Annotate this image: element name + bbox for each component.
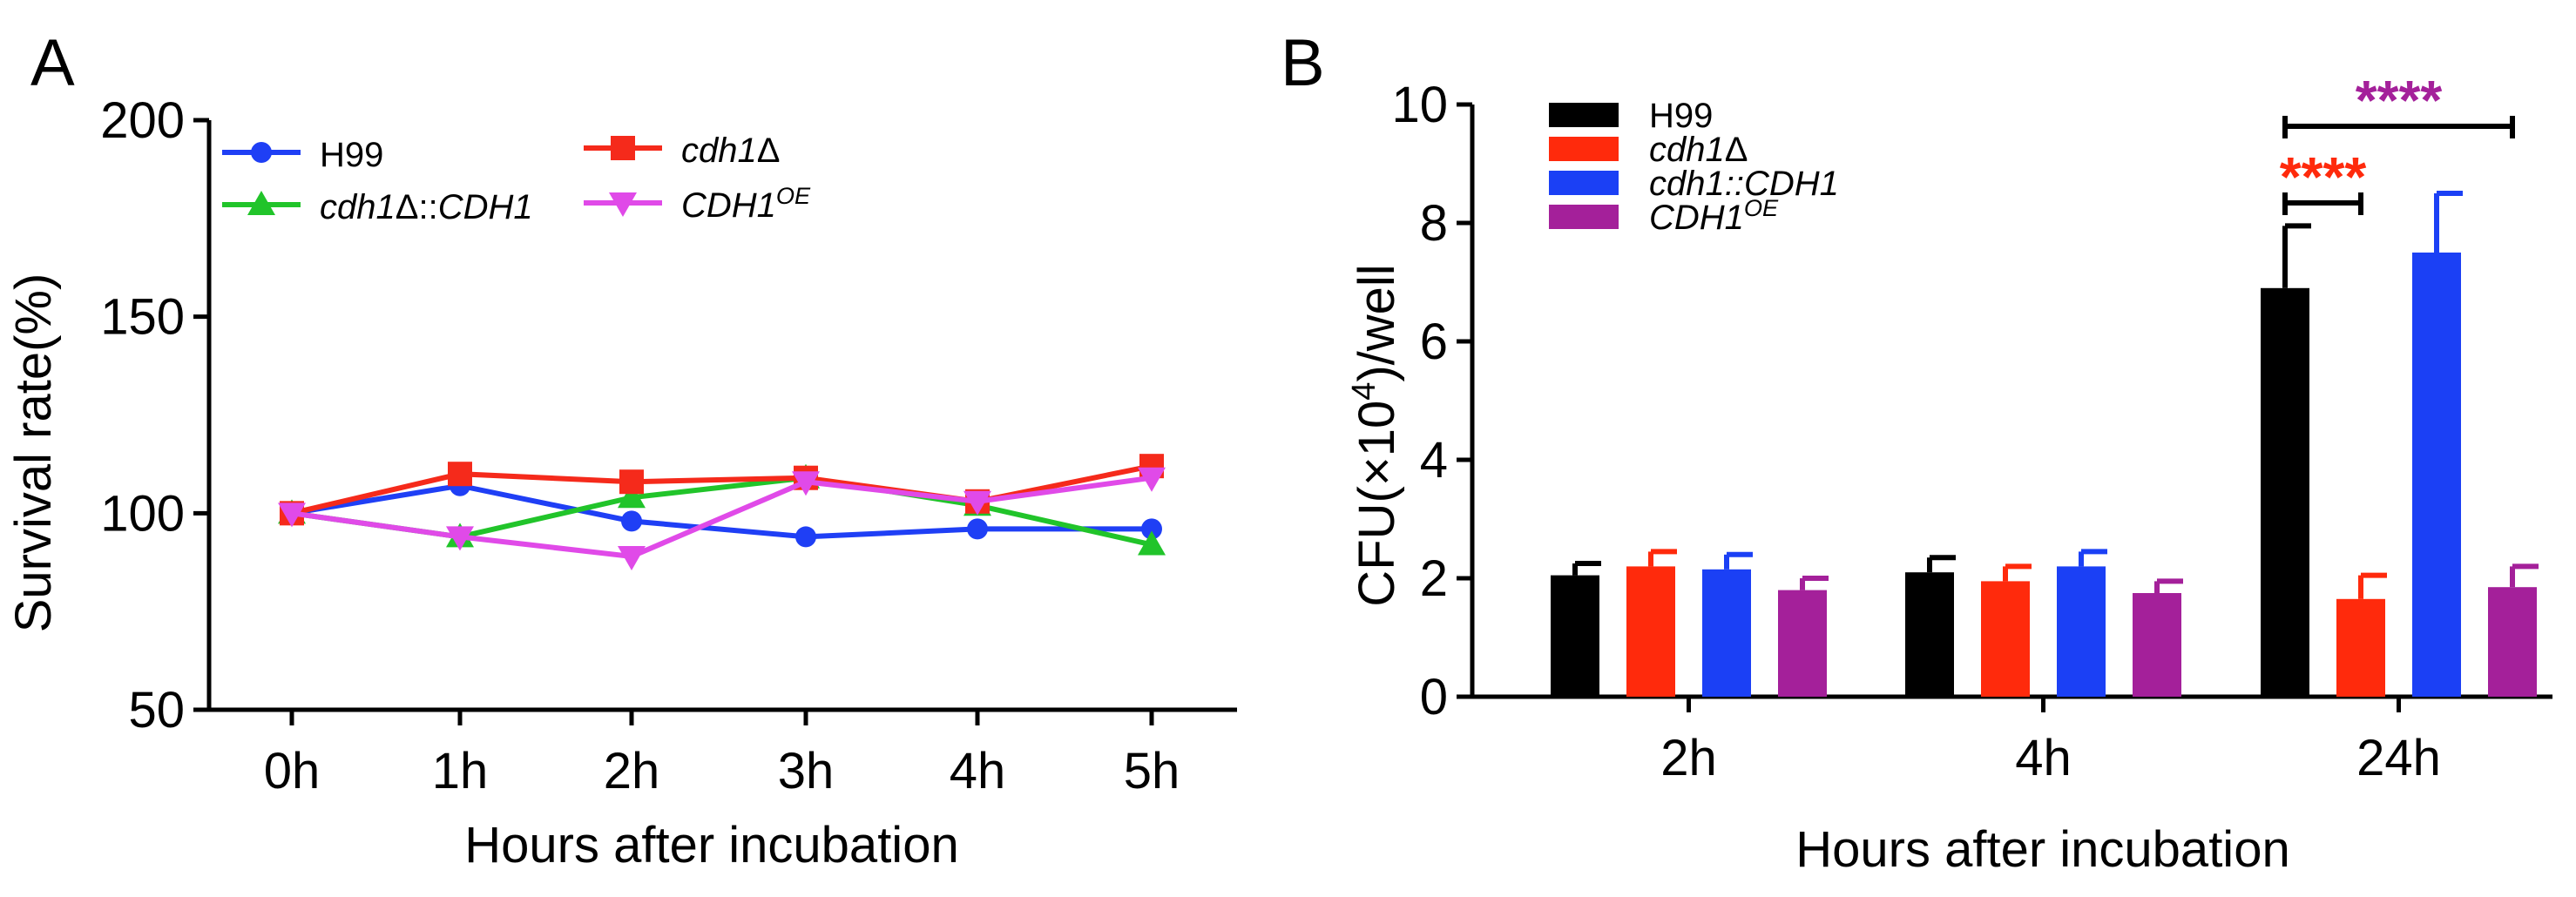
data-point — [446, 526, 474, 551]
legend-label: cdh1Δ — [681, 132, 780, 170]
significance-stars: **** — [2280, 145, 2367, 208]
panel-b-annotations: **** **** — [2280, 69, 2515, 215]
x-tick-label: 4h — [950, 743, 1006, 799]
panel-a-label: A — [30, 26, 75, 100]
data-point — [618, 545, 646, 570]
bar — [2412, 253, 2461, 697]
data-point — [792, 471, 820, 496]
panel-b-bars — [1551, 191, 2539, 697]
legend-label-part: cdh1 — [320, 188, 396, 226]
panel-b-xlabel: Hours after incubation — [1795, 821, 2289, 878]
data-point — [621, 510, 642, 532]
bar — [2133, 593, 2181, 697]
legend-label-part: H99 — [1649, 97, 1713, 135]
series-line — [291, 482, 1152, 540]
y-tick-label: 200 — [100, 92, 185, 149]
series-line — [291, 475, 1153, 560]
legend-label-part: cdh1 — [1649, 131, 1725, 169]
series-line — [291, 475, 1153, 548]
data-point — [278, 502, 306, 528]
data-point — [795, 526, 816, 548]
panel-a-ylabel: Survival rate(%) — [5, 273, 62, 633]
legend-label: CDH1OE — [1649, 194, 1779, 237]
y-tick-label: 50 — [128, 682, 185, 739]
bar — [1981, 581, 2030, 697]
bar — [1778, 590, 1827, 697]
legend-swatch-marker — [611, 136, 635, 160]
bar — [2057, 566, 2106, 697]
legend-label-part: OE — [1744, 194, 1779, 221]
legend-label: cdh1::CDH1 — [1649, 165, 1839, 203]
legend-label-part: CDH1 — [1649, 199, 1744, 237]
data-point — [619, 469, 644, 495]
panel-b-ylabel-sup: 4 — [1346, 382, 1383, 401]
panel-b-ylabel-tail: )/well — [1349, 264, 1405, 381]
legend-label: H99 — [320, 136, 383, 174]
panel-b-label: B — [1281, 26, 1325, 100]
data-point — [448, 462, 472, 487]
significance-stars: **** — [2356, 69, 2443, 132]
x-tick-label: 3h — [778, 743, 835, 799]
y-tick-label: 150 — [100, 289, 185, 346]
y-tick-label: 8 — [1420, 195, 1448, 252]
bar — [1551, 575, 1599, 697]
bar — [1626, 566, 1675, 697]
x-tick-label: 2h — [1660, 730, 1717, 786]
x-tick-label: 1h — [432, 743, 489, 799]
legend-swatch — [1549, 103, 1619, 127]
data-point — [967, 518, 988, 540]
legend-swatch — [1549, 137, 1619, 161]
legend-label-part: Δ:: — [396, 188, 438, 226]
legend-label-part: Δ — [757, 132, 781, 170]
data-point — [1138, 530, 1166, 556]
panel-b-ylabel: CFU(×104)/well — [1346, 264, 1405, 606]
legend-label-part: CDH1 — [438, 188, 533, 226]
legend-label-part: Δ — [1725, 131, 1748, 169]
legend-label-part: cdh1 — [681, 132, 757, 170]
bar — [2336, 598, 2385, 697]
bar — [1702, 569, 1751, 697]
bar — [2261, 287, 2309, 697]
y-tick-label: 2 — [1420, 550, 1448, 607]
legend-swatch-marker — [251, 142, 272, 163]
panel-b-ylabel-main: CFU(×10 — [1349, 401, 1405, 607]
panel-a-axes: 50 100 150 200 0h 1h 2h 3h 4h 5h — [100, 92, 1237, 799]
legend-label-part: OE — [776, 182, 811, 209]
x-tick-label: 4h — [2015, 730, 2072, 786]
x-tick-label: 0h — [264, 743, 321, 799]
x-tick-label: 2h — [604, 743, 660, 799]
y-tick-label: 0 — [1420, 669, 1448, 725]
data-point — [963, 490, 991, 516]
bar — [2488, 587, 2537, 697]
legend-swatch — [1549, 171, 1619, 195]
y-tick-label: 100 — [100, 485, 185, 542]
legend-label-part: CDH1 — [681, 186, 776, 225]
legend-label: cdh1Δ::CDH1 — [320, 188, 533, 226]
panel-a: A Survival rate(%) Hours after incubatio… — [5, 26, 1237, 873]
y-tick-label: 10 — [1391, 77, 1448, 133]
legend-label: CDH1OE — [681, 182, 811, 225]
bar — [1905, 572, 1954, 697]
legend-label: H99 — [1649, 97, 1713, 135]
panel-a-xlabel: Hours after incubation — [464, 817, 958, 873]
legend-swatch-marker — [247, 191, 275, 215]
panel-b: B CFU(×104)/well Hours after incubation … — [1281, 26, 2552, 878]
panel-a-series — [278, 454, 1166, 570]
data-point — [618, 483, 646, 509]
data-point — [1138, 467, 1166, 492]
x-tick-label: 24h — [2356, 730, 2441, 786]
legend-label-part: cdh1::CDH1 — [1649, 165, 1839, 203]
legend-swatch — [1549, 205, 1619, 229]
y-tick-label: 6 — [1420, 314, 1448, 370]
legend-label-part: H99 — [320, 136, 383, 174]
legend-swatch-marker — [609, 192, 637, 217]
legend-label: cdh1Δ — [1649, 131, 1748, 169]
data-point — [1141, 518, 1162, 540]
x-tick-label: 5h — [1124, 743, 1180, 799]
y-tick-label: 4 — [1420, 432, 1448, 489]
